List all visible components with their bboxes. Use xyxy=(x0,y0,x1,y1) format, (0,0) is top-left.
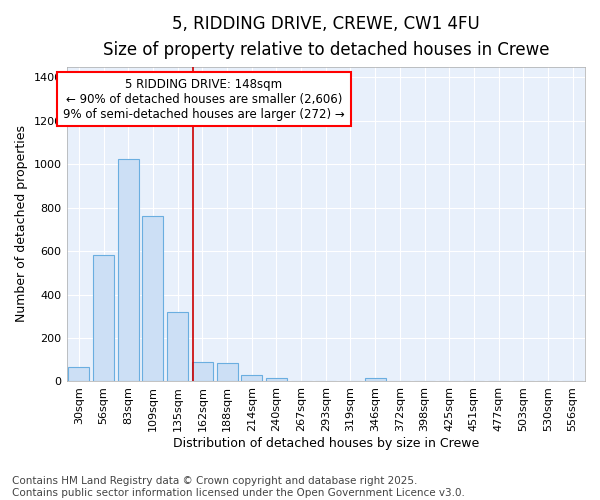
Bar xyxy=(118,159,139,382)
Bar xyxy=(68,368,89,382)
Bar xyxy=(142,216,163,382)
Bar xyxy=(93,256,114,382)
X-axis label: Distribution of detached houses by size in Crewe: Distribution of detached houses by size … xyxy=(173,437,479,450)
Bar xyxy=(192,362,213,382)
Bar xyxy=(167,312,188,382)
Text: Contains HM Land Registry data © Crown copyright and database right 2025.
Contai: Contains HM Land Registry data © Crown c… xyxy=(12,476,465,498)
Bar xyxy=(241,375,262,382)
Bar xyxy=(217,363,238,382)
Text: 5 RIDDING DRIVE: 148sqm
← 90% of detached houses are smaller (2,606)
9% of semi-: 5 RIDDING DRIVE: 148sqm ← 90% of detache… xyxy=(63,78,345,120)
Bar xyxy=(365,378,386,382)
Bar xyxy=(266,378,287,382)
Y-axis label: Number of detached properties: Number of detached properties xyxy=(15,126,28,322)
Title: 5, RIDDING DRIVE, CREWE, CW1 4FU
Size of property relative to detached houses in: 5, RIDDING DRIVE, CREWE, CW1 4FU Size of… xyxy=(103,15,549,60)
